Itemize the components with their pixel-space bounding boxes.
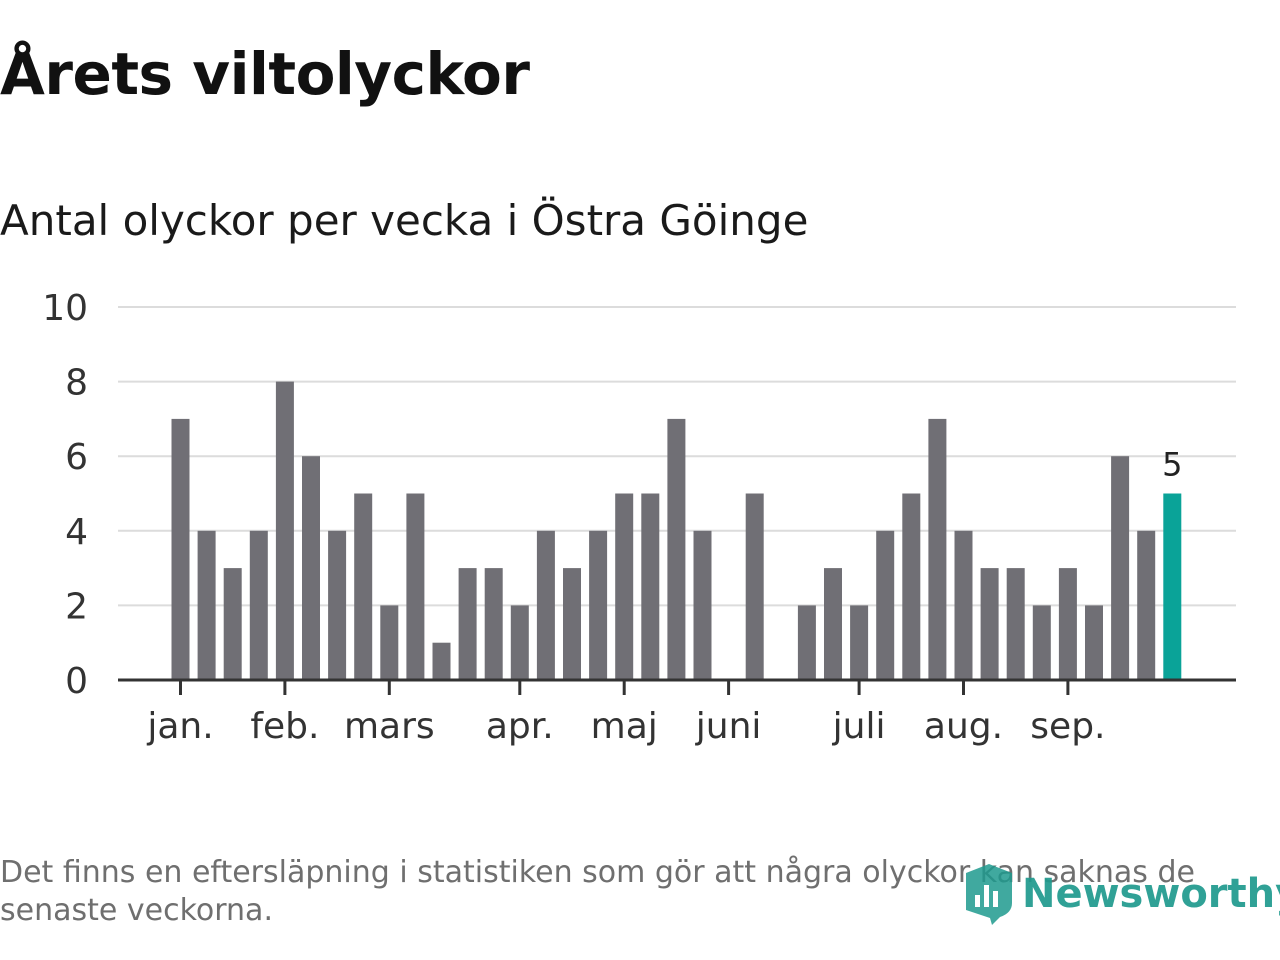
x-tick-label: juli: [832, 706, 886, 747]
x-tick-label: maj: [591, 706, 658, 747]
bar: [510, 605, 529, 680]
bar: [615, 493, 634, 680]
bar: [745, 493, 764, 680]
last-value-label: 5: [1162, 446, 1182, 484]
bar-latest-week: [1163, 493, 1182, 680]
bar: [354, 493, 373, 680]
bar: [797, 605, 816, 680]
y-tick-label: 10: [42, 288, 88, 329]
y-tick-label: 4: [65, 512, 88, 553]
bar: [328, 530, 347, 680]
newsworthy-logo-text: Newsworthy: [1022, 871, 1280, 917]
x-axis: jan. feb. mars apr. maj juni juli aug. sep.: [118, 678, 1236, 747]
bar: [1111, 456, 1130, 680]
bars: [171, 381, 1182, 680]
newsworthy-logo: Newsworthy: [962, 860, 1280, 928]
bar: [693, 530, 712, 680]
bar: [1137, 530, 1156, 680]
bar: [197, 530, 216, 680]
bar: [902, 493, 921, 680]
bar: [928, 418, 947, 680]
newsworthy-logo-icon: [966, 864, 1012, 925]
data-labels: 5: [1162, 446, 1182, 484]
bar: [458, 568, 477, 680]
bar: [406, 493, 425, 680]
x-tick-label: mars: [344, 706, 435, 747]
bar: [536, 530, 555, 680]
bar: [432, 642, 451, 680]
bar: [275, 381, 294, 680]
bar: [484, 568, 503, 680]
x-tick-label: juni: [695, 706, 762, 747]
bar: [563, 568, 581, 680]
chart-title: Årets viltolyckor: [0, 40, 530, 108]
x-tick-label: sep.: [1030, 706, 1105, 747]
bar-chart: 0 2 4 6 8 10 jan. feb. mars apr. maj juni juli aug. s…: [42, 288, 1236, 747]
bar: [824, 568, 842, 680]
chart-subtitle: Antal olyckor per vecka i Östra Göinge: [0, 196, 809, 245]
bar: [223, 568, 242, 680]
bar: [954, 530, 973, 680]
bar: [1085, 605, 1103, 680]
y-tick-label: 6: [65, 437, 88, 478]
bar: [249, 530, 268, 680]
bar: [1058, 568, 1077, 680]
x-tick-label: jan.: [146, 706, 213, 747]
bar: [171, 418, 190, 680]
bar: [302, 456, 320, 680]
y-tick-label: 0: [65, 661, 88, 702]
bar: [589, 530, 608, 680]
bar: [667, 418, 686, 680]
x-tick-label: aug.: [924, 706, 1003, 747]
bar: [850, 605, 869, 680]
bar: [876, 530, 895, 680]
x-tick-label: apr.: [486, 706, 554, 747]
y-tick-label: 8: [65, 363, 88, 404]
y-axis-ticks: 0 2 4 6 8 10: [42, 288, 88, 702]
bar: [980, 568, 999, 680]
bar: [380, 605, 399, 680]
bar: [1032, 605, 1051, 680]
bar: [641, 493, 660, 680]
y-tick-label: 2: [65, 586, 88, 627]
bar: [1006, 568, 1025, 680]
x-tick-label: feb.: [250, 706, 319, 747]
